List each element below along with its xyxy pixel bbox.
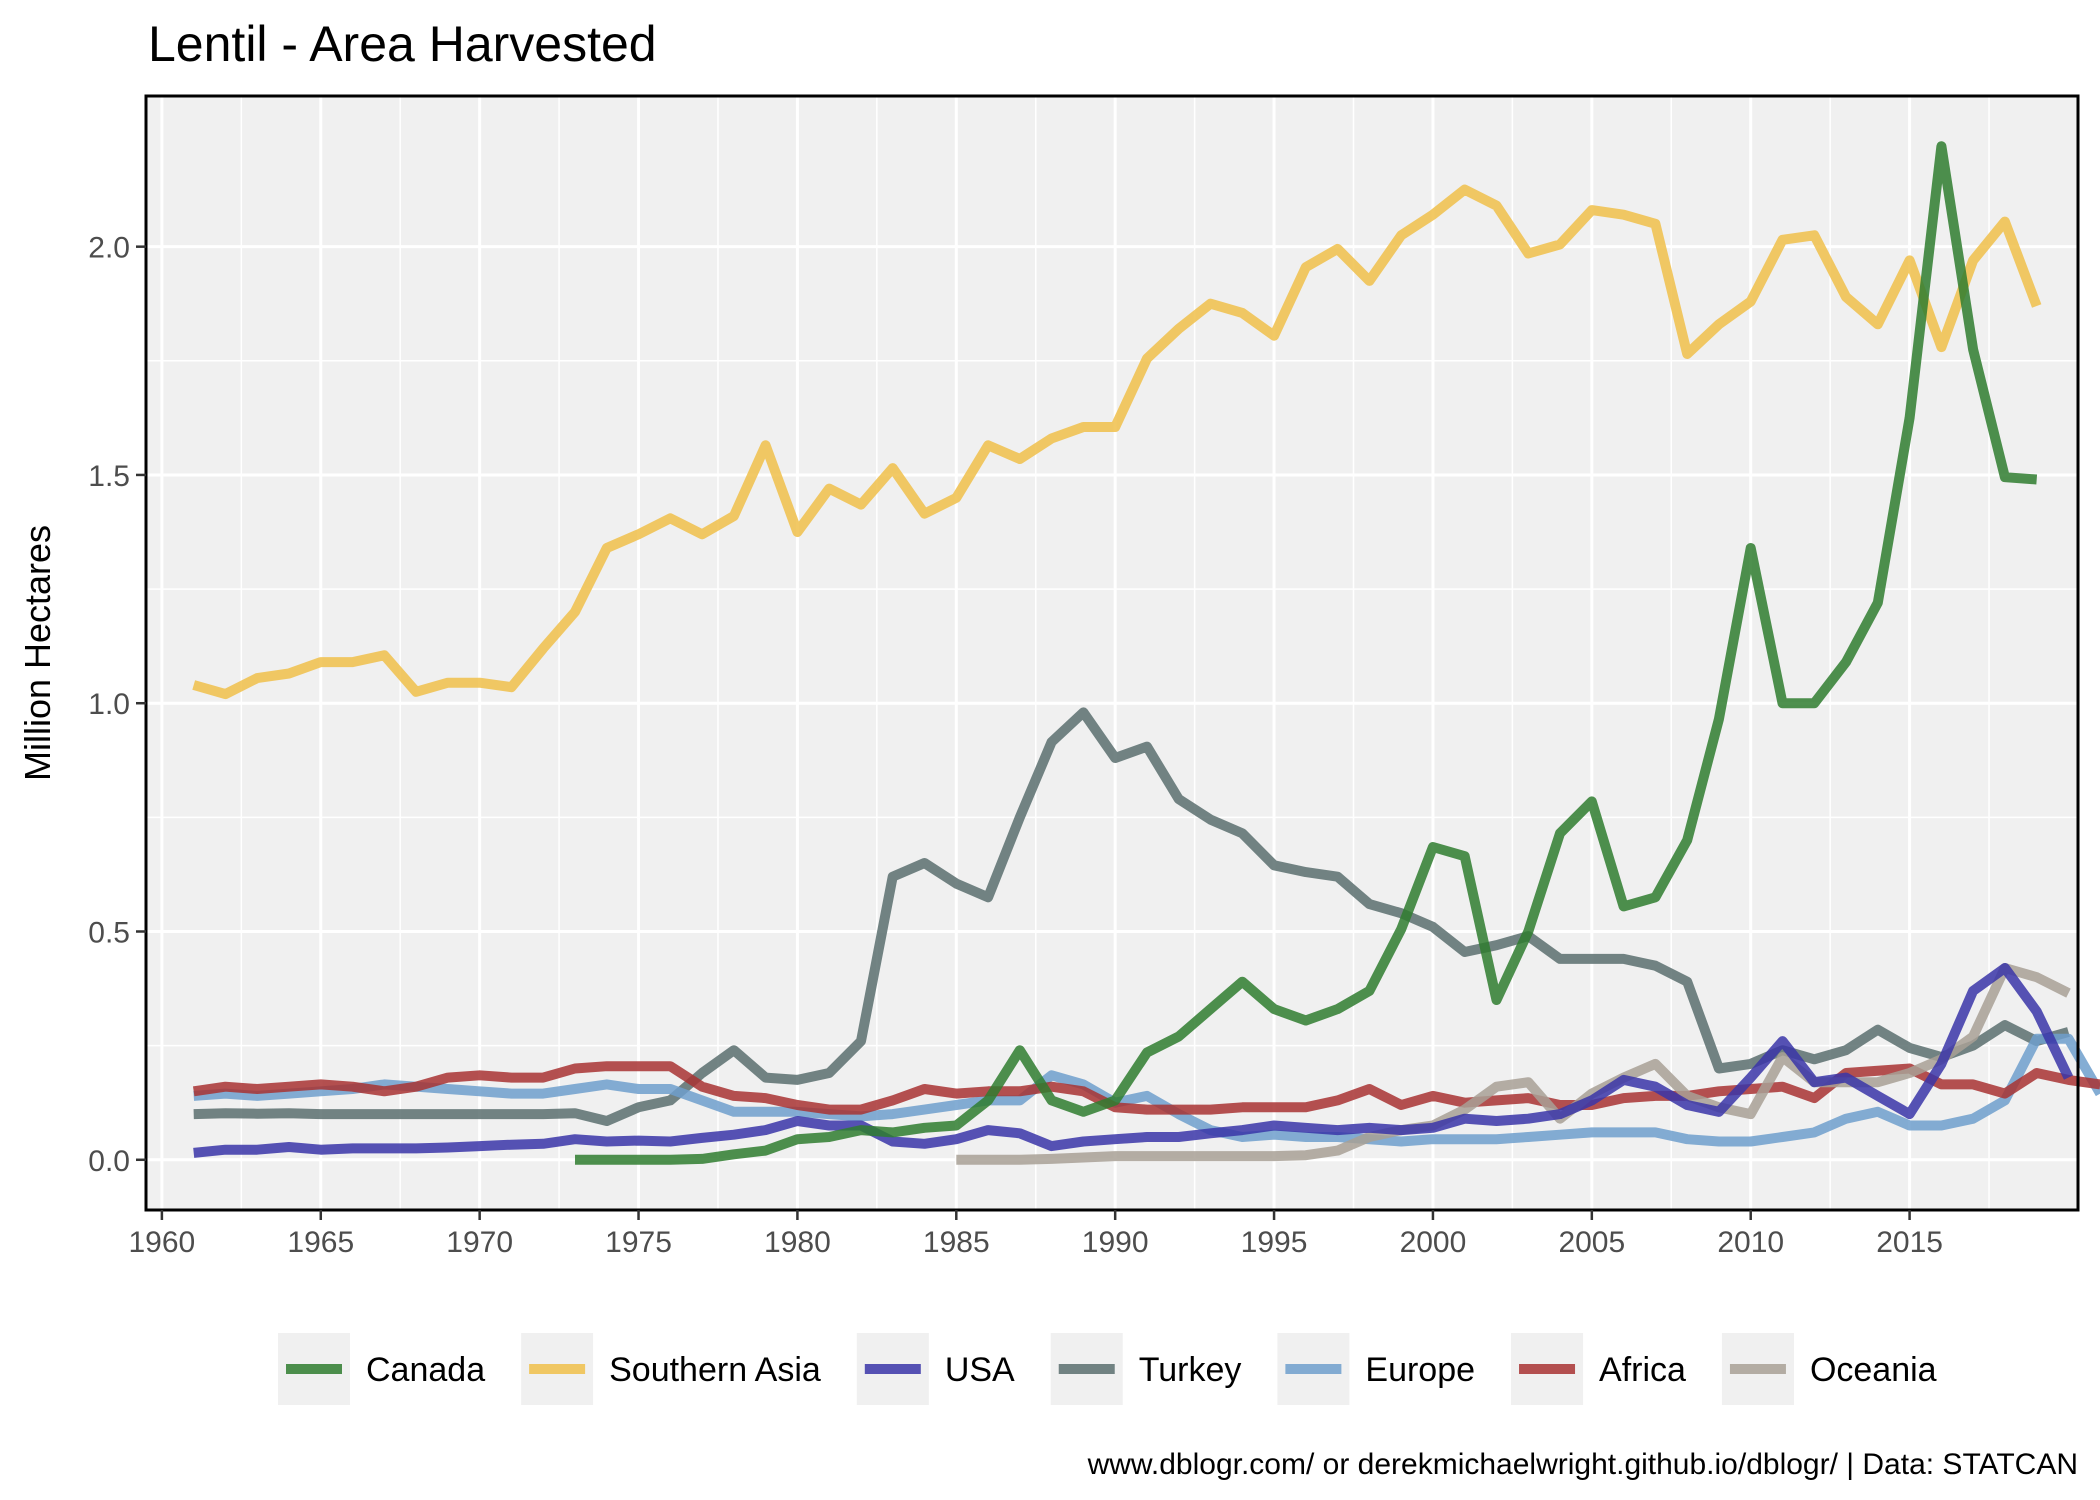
- legend-label: Africa: [1599, 1351, 1686, 1389]
- x-tick-label: 2005: [1558, 1226, 1625, 1259]
- x-tick-label: 2010: [1717, 1226, 1784, 1259]
- legend-item-oceania: Oceania: [1721, 1333, 1937, 1405]
- x-tick-label: 1980: [764, 1226, 831, 1259]
- x-tick-label: 1995: [1241, 1226, 1308, 1259]
- legend-label: USA: [945, 1351, 1015, 1389]
- y-tick-label: 1.0: [88, 688, 130, 721]
- legend-label: Turkey: [1139, 1351, 1242, 1389]
- y-tick-label: 0.5: [88, 917, 130, 950]
- chart-title: Lentil - Area Harvested: [148, 16, 657, 72]
- caption: www.dblogr.com/ or derekmichaelwright.gi…: [1087, 1448, 2078, 1481]
- legend: Canada Southern Asia USA Turkey Europe Africa…: [278, 1333, 1937, 1405]
- x-tick-label: 2015: [1876, 1226, 1943, 1259]
- series-line-canada: [575, 141, 2038, 1165]
- series-lines: [192, 141, 2100, 1165]
- legend-item-turkey: Turkey: [1050, 1333, 1242, 1405]
- x-tick-label: 1970: [446, 1226, 513, 1259]
- grid: [146, 96, 2078, 1210]
- legend-item-europe: Europe: [1277, 1333, 1475, 1405]
- x-tick-label: 1960: [129, 1226, 196, 1259]
- series-line-usa: [193, 963, 2074, 1158]
- legend-item-southern-asia: Southern Asia: [521, 1333, 821, 1405]
- legend-label: Oceania: [1810, 1351, 1937, 1389]
- x-tick-label: 1975: [605, 1226, 672, 1259]
- x-tick-label: 1965: [287, 1226, 354, 1259]
- x-tick-label: 2000: [1400, 1226, 1467, 1259]
- series-line-turkey: [193, 707, 2070, 1126]
- series-line-oceania: [956, 963, 2071, 1165]
- series-line-europe: [193, 1033, 2100, 1147]
- legend-item-usa: USA: [856, 1333, 1015, 1405]
- y-axis-label: Million Hectares: [17, 525, 58, 781]
- x-tick-label: 1985: [923, 1226, 990, 1259]
- y-tick-label: 1.5: [88, 460, 130, 493]
- legend-label: Southern Asia: [609, 1351, 821, 1389]
- legend-label: Canada: [366, 1351, 485, 1389]
- legend-item-africa: Africa: [1511, 1333, 1686, 1405]
- y-axis: 0.0 0.5 1.0 1.5 2.0: [88, 232, 146, 1178]
- x-axis: 1960 1965 1970 1975 1980 1985 1990 1995 2000 2005…: [129, 1210, 1943, 1259]
- legend-label: Europe: [1365, 1351, 1475, 1389]
- plot-frame: [144, 94, 2080, 1212]
- y-tick-label: 0.0: [88, 1145, 130, 1178]
- y-tick-label: 2.0: [88, 232, 130, 265]
- series-line-africa: [192, 1061, 2100, 1115]
- series-line-southern-asia: [192, 184, 2042, 700]
- legend-item-canada: Canada: [278, 1333, 485, 1405]
- x-tick-label: 1990: [1082, 1226, 1149, 1259]
